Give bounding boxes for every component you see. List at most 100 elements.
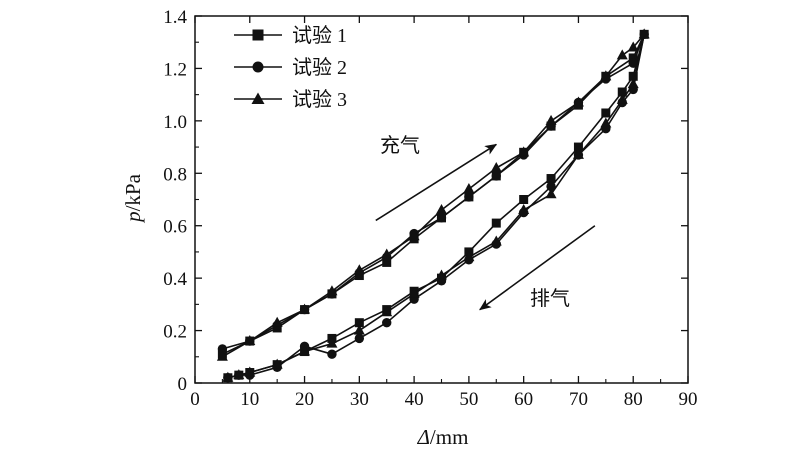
- y-axis: 0 0.2 0.4 0.6 0.8 1.0 1.2 1.4: [163, 7, 688, 395]
- data-point-square: [354, 318, 364, 328]
- inflate-arrow: [375, 143, 498, 222]
- data-point-triangle: [353, 264, 365, 275]
- x-axis-unit: /mm: [430, 425, 469, 449]
- series-1: [217, 29, 649, 383]
- data-point-circle: [628, 58, 638, 68]
- data-point-triangle: [381, 248, 393, 259]
- y-tick-label: 0: [178, 374, 188, 395]
- data-point-square: [519, 195, 529, 204]
- series-line: [222, 33, 646, 379]
- data-point-circle: [491, 171, 501, 181]
- data-point-triangle: [600, 70, 612, 81]
- data-point-triangle: [244, 366, 256, 377]
- data-point-triangle: [216, 350, 228, 361]
- x-tick-label: 70: [569, 389, 588, 410]
- y-tick-label: 1.0: [163, 112, 187, 133]
- legend-item-1: 试验 1: [234, 24, 347, 47]
- data-point-triangle: [545, 188, 557, 199]
- data-point-circle: [464, 192, 474, 202]
- x-tick-label: 80: [624, 389, 643, 410]
- y-tick-label: 0.6: [163, 217, 187, 238]
- data-point-triangle: [436, 203, 447, 214]
- series-3: [216, 28, 650, 382]
- x-tick-label: 0: [190, 389, 200, 410]
- data-point-square: [546, 174, 556, 184]
- data-point-triangle: [222, 371, 234, 382]
- data-point-triangle: [545, 114, 557, 125]
- y-tick-label: 1.4: [163, 7, 187, 28]
- legend-marker-square: [252, 29, 264, 41]
- data-point-triangle: [299, 303, 311, 314]
- data-point-triangle: [572, 96, 584, 107]
- data-point-triangle: [408, 230, 420, 241]
- annotations: 充气 排气: [375, 134, 596, 311]
- y-tick-label: 0.8: [163, 164, 187, 185]
- legend-item-3: 试验 3: [234, 88, 347, 111]
- legend-label-2: 试验 2: [292, 56, 347, 79]
- data-point-triangle: [436, 269, 447, 280]
- data-point-triangle: [244, 335, 256, 346]
- x-tick-label: 30: [350, 389, 369, 410]
- legend: 试验 1 试验 2 试验 3: [234, 24, 347, 111]
- data-point-circle: [382, 318, 392, 328]
- series-2: [217, 29, 649, 383]
- series-line: [222, 33, 646, 379]
- data-point-triangle: [518, 146, 530, 157]
- x-tick-label: 10: [240, 389, 259, 410]
- x-tick-label: 60: [514, 389, 533, 410]
- data-point-triangle: [463, 251, 475, 262]
- deflate-arrow: [479, 225, 596, 311]
- legend-marker-triangle: [251, 92, 265, 104]
- data-point-square: [382, 257, 392, 267]
- data-point-triangle: [299, 345, 311, 356]
- data-point-triangle: [326, 337, 338, 348]
- data-point-triangle: [233, 369, 245, 380]
- series-line: [222, 33, 646, 379]
- legend-marker-circle: [252, 61, 264, 73]
- data-point-triangle: [463, 183, 475, 194]
- data-point-triangle: [490, 235, 502, 246]
- data-point-triangle: [572, 148, 584, 159]
- data-point-square: [628, 53, 638, 63]
- y-axis-unit: /kPa: [121, 173, 145, 211]
- data-point-triangle: [271, 358, 283, 369]
- x-axis-variable: Δ: [417, 425, 430, 449]
- y-tick-label: 0.2: [163, 322, 187, 343]
- y-axis-title: p/kPa: [121, 173, 145, 224]
- deflate-label: 排气: [530, 287, 570, 310]
- data-point-circle: [354, 333, 365, 344]
- data-point-triangle: [326, 285, 338, 296]
- legend-label-3: 试验 3: [292, 88, 347, 111]
- data-point-square: [617, 87, 627, 97]
- data-point-triangle: [408, 287, 420, 298]
- x-tick-label: 40: [405, 389, 424, 410]
- data-point-triangle: [353, 324, 365, 335]
- data-point-triangle: [616, 49, 628, 60]
- y-axis-variable: p: [121, 211, 145, 224]
- data-point-triangle: [271, 316, 283, 327]
- data-point-triangle: [627, 41, 639, 52]
- data-point-circle: [217, 344, 228, 354]
- data-point-triangle: [600, 117, 612, 128]
- x-axis: 0 10 20 30 40 50 60 70 80 90: [190, 16, 698, 410]
- data-point-triangle: [638, 28, 650, 39]
- x-tick-label: 50: [459, 389, 478, 410]
- series-layer: [216, 28, 650, 383]
- data-point-triangle: [490, 162, 502, 173]
- data-point-triangle: [518, 203, 530, 214]
- data-point-triangle: [627, 78, 639, 89]
- legend-label-1: 试验 1: [292, 24, 347, 47]
- x-tick-label: 20: [295, 389, 314, 410]
- data-point-triangle: [616, 93, 628, 104]
- legend-item-2: 试验 2: [234, 56, 347, 79]
- x-tick-label: 90: [679, 389, 698, 410]
- inflate-label: 充气: [380, 134, 420, 157]
- data-point-square: [628, 71, 638, 81]
- y-tick-label: 0.4: [163, 269, 187, 290]
- y-tick-label: 1.2: [163, 59, 187, 80]
- data-point-square: [601, 108, 611, 118]
- data-point-square: [573, 142, 583, 152]
- data-point-circle: [546, 181, 556, 192]
- data-point-triangle: [381, 306, 393, 317]
